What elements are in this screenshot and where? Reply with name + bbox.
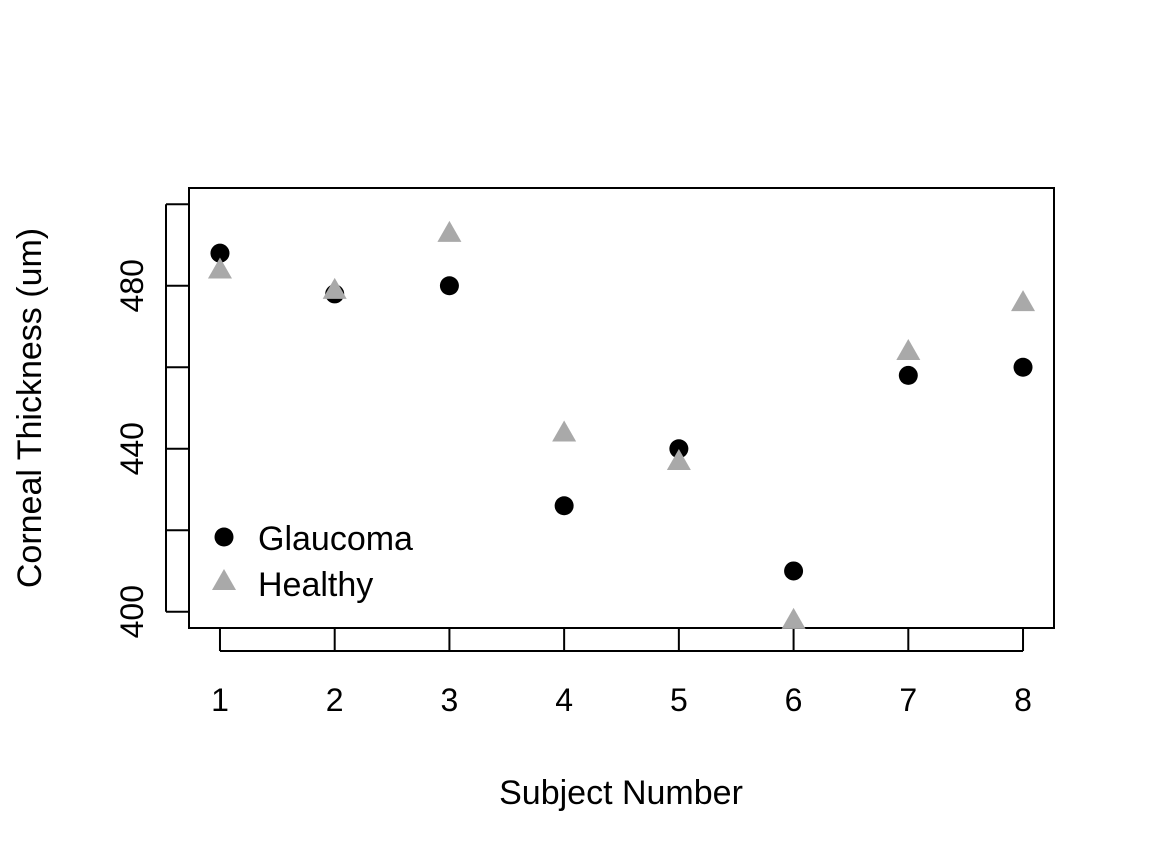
point-healthy xyxy=(666,448,691,470)
x-tick-label: 8 xyxy=(1014,682,1032,718)
x-tick-label: 4 xyxy=(555,682,573,718)
point-glaucoma xyxy=(554,496,574,516)
y-axis-label: Corneal Thickness (um) xyxy=(11,228,49,588)
y-tick-label: 480 xyxy=(114,259,150,312)
legend-label-healthy: Healthy xyxy=(258,566,373,604)
x-tick-label: 7 xyxy=(899,682,917,718)
x-axis: 1 2 3 4 5 6 7 8 xyxy=(211,628,1032,718)
y-tick-label: 400 xyxy=(114,585,150,638)
x-tick-label: 6 xyxy=(785,682,803,718)
legend-symbol-glaucoma xyxy=(214,527,234,547)
point-healthy xyxy=(1011,290,1036,312)
legend-marker-healthy xyxy=(212,569,236,590)
point-healthy xyxy=(207,257,232,279)
x-axis-label: Subject Number xyxy=(499,774,743,812)
legend-label-glaucoma: Glaucoma xyxy=(258,520,413,558)
legend-symbol-healthy xyxy=(212,569,236,590)
y-axis: 400 440 480 xyxy=(114,203,189,638)
point-healthy xyxy=(437,220,462,242)
point-glaucoma xyxy=(439,276,459,296)
point-glaucoma xyxy=(1013,357,1033,377)
legend-marker-glaucoma xyxy=(214,527,234,547)
point-healthy xyxy=(896,338,921,360)
point-glaucoma xyxy=(210,243,230,263)
point-healthy xyxy=(322,277,347,299)
x-tick-label: 3 xyxy=(441,682,459,718)
point-glaucoma xyxy=(784,561,804,581)
data-points xyxy=(207,220,1036,629)
x-tick-label: 1 xyxy=(211,682,229,718)
point-healthy xyxy=(552,420,577,442)
x-tick-label: 5 xyxy=(670,682,688,718)
point-glaucoma xyxy=(669,439,689,459)
y-tick-label: 440 xyxy=(114,422,150,475)
point-glaucoma xyxy=(898,365,918,385)
point-healthy xyxy=(781,607,806,629)
plot-frame xyxy=(188,187,1055,629)
x-tick-label: 2 xyxy=(326,682,344,718)
legend: Glaucoma Healthy xyxy=(212,520,413,604)
